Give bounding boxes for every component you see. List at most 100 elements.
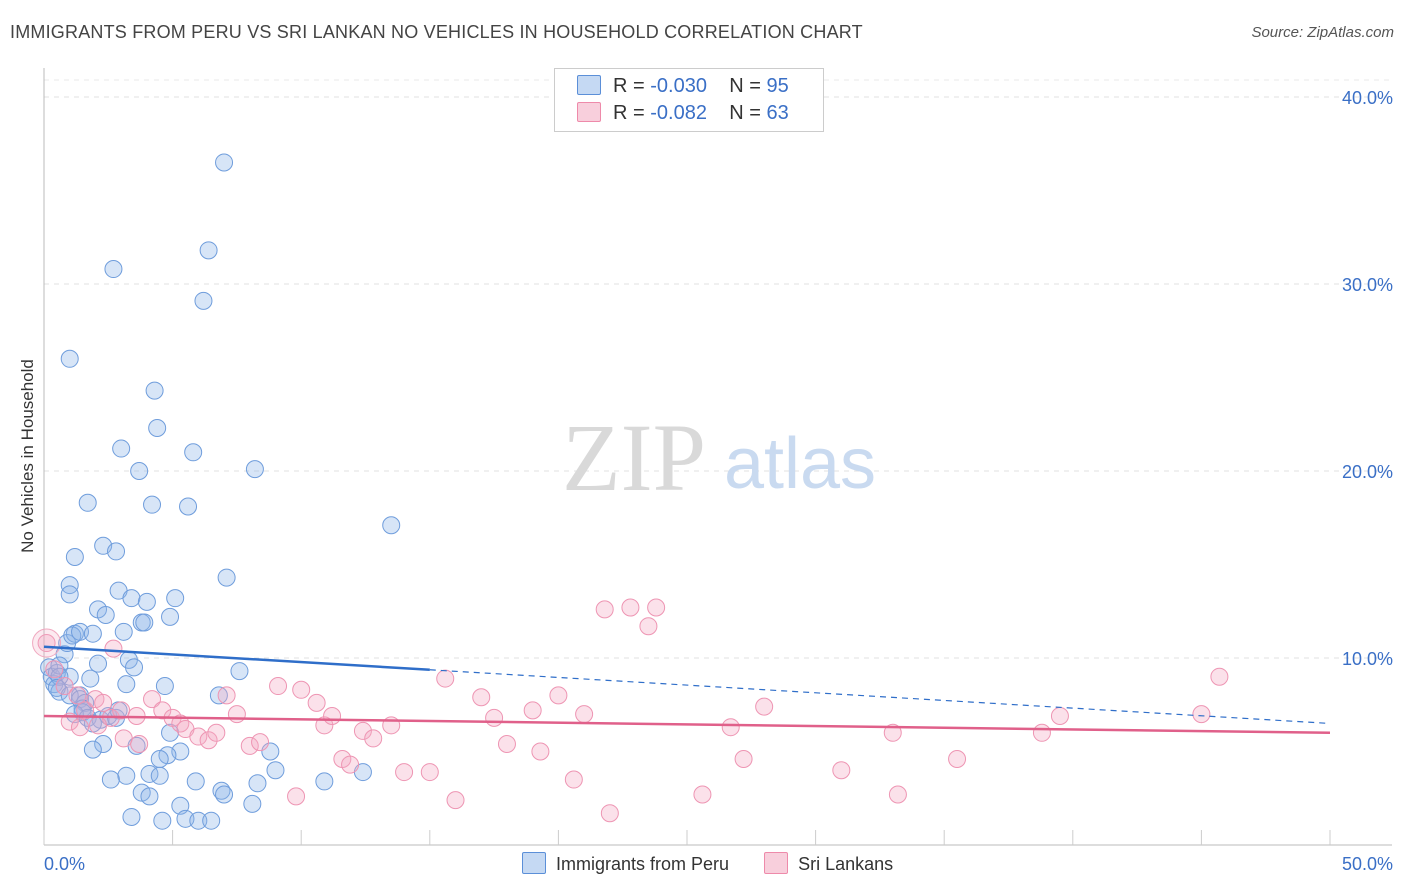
srilanka-point (888, 785, 907, 804)
srilanka-point (341, 755, 360, 774)
legend-row-srilanka: R = -0.082 N = 63 (577, 102, 789, 126)
y-tick-labels: 10.0% 20.0% 30.0% 40.0% (1342, 88, 1393, 669)
srilanka-point (1050, 706, 1069, 725)
y-tick-label: 10.0% (1342, 649, 1393, 669)
peru-point (184, 443, 203, 462)
peru-point (245, 460, 264, 479)
peru-point (112, 439, 131, 458)
peru-trend-line (43, 645, 430, 672)
source-credit: Source: ZipAtlas.com (1251, 24, 1394, 41)
peru-point (114, 622, 133, 641)
peru-point (96, 605, 115, 624)
y-axis-label: No Vehicles in Household (18, 359, 37, 553)
peru-point (202, 811, 221, 830)
peru-point (81, 669, 100, 688)
peru-point (65, 548, 84, 567)
peru-point (199, 241, 218, 260)
srilanka-point (94, 693, 113, 712)
peru-point (122, 589, 141, 608)
peru-trend-line-dashed (429, 669, 1331, 725)
srilanka-point (143, 690, 162, 709)
peru-point (215, 153, 234, 172)
srilanka-r-value: -0.082 (650, 102, 707, 124)
srilanka-point (600, 804, 619, 823)
srilanka-point (217, 686, 236, 705)
peru-point (161, 723, 180, 742)
srilanka-point (89, 716, 108, 735)
srilanka-point (1032, 723, 1051, 742)
srilanka-point (364, 729, 383, 748)
peru-point (215, 785, 234, 804)
peru-r-value: -0.030 (650, 75, 707, 97)
srilanka-point (621, 598, 640, 617)
srilanka-point (575, 705, 594, 724)
srilanka-point (353, 721, 372, 740)
srilanka-point (207, 723, 226, 742)
peru-point (130, 462, 149, 480)
srilanka-point (639, 617, 658, 636)
srilanka-point (45, 660, 64, 679)
srilanka-point (595, 600, 614, 619)
srilanka-point (287, 787, 306, 806)
peru-point (140, 787, 159, 806)
srilanka-points (32, 598, 1229, 823)
peru-point (78, 493, 97, 512)
peru-point (161, 607, 180, 626)
srilanka-point (446, 791, 465, 810)
peru-point (107, 542, 126, 561)
srilanka-point (227, 705, 246, 724)
srilanka-legend-label: Sri Lankans (798, 854, 894, 874)
grid-lines (44, 79, 1392, 659)
peru-point (117, 675, 136, 694)
srilanka-trend-line (43, 714, 1331, 735)
peru-point (143, 495, 162, 514)
peru-point (194, 291, 213, 310)
peru-point (137, 592, 156, 611)
peru-point (60, 576, 79, 595)
y-tick-label: 20.0% (1342, 462, 1393, 482)
srilanka-point (114, 729, 133, 748)
peru-swatch (577, 75, 601, 95)
peru-point (153, 811, 172, 830)
srilanka-point (485, 708, 504, 727)
peru-point (186, 772, 205, 791)
peru-n-value: 95 (766, 75, 789, 97)
peru-point (155, 677, 174, 696)
srilanka-point (76, 701, 95, 720)
peru-point (209, 686, 228, 705)
srilanka-n-value: 63 (766, 102, 789, 124)
srilanka-point (104, 639, 123, 658)
peru-point (104, 260, 123, 279)
peru-point (101, 770, 120, 789)
peru-point (83, 740, 102, 759)
srilanka-point (153, 701, 172, 720)
peru-point (248, 774, 267, 793)
x-tick-label: 50.0% (1342, 854, 1393, 874)
axes (43, 68, 1392, 846)
peru-point (189, 811, 208, 830)
legend-item-peru: Immigrants from Peru (522, 852, 729, 875)
srilanka-point (948, 749, 967, 768)
chart-title: IMMIGRANTS FROM PERU VS SRI LANKAN NO VE… (10, 22, 863, 42)
y-tick-label: 30.0% (1342, 275, 1393, 295)
srilanka-point (549, 686, 568, 705)
srilanka-point (130, 735, 149, 754)
peru-point (145, 381, 164, 400)
peru-point (261, 742, 280, 761)
peru-point (150, 749, 169, 768)
peru-point (166, 589, 185, 608)
peru-point (135, 613, 154, 632)
legend-item-srilanka: Sri Lankans (764, 852, 893, 875)
peru-point (217, 568, 236, 587)
srilanka-point (420, 763, 439, 782)
peru-point (150, 766, 169, 785)
srilanka-point (693, 785, 712, 804)
srilanka-point (523, 701, 542, 720)
srilanka-point (171, 714, 190, 733)
srilanka-point (55, 677, 74, 696)
srilanka-point (199, 731, 218, 750)
peru-legend-swatch (522, 852, 546, 874)
srilanka-point (721, 718, 740, 737)
srilanka-point (240, 736, 259, 755)
